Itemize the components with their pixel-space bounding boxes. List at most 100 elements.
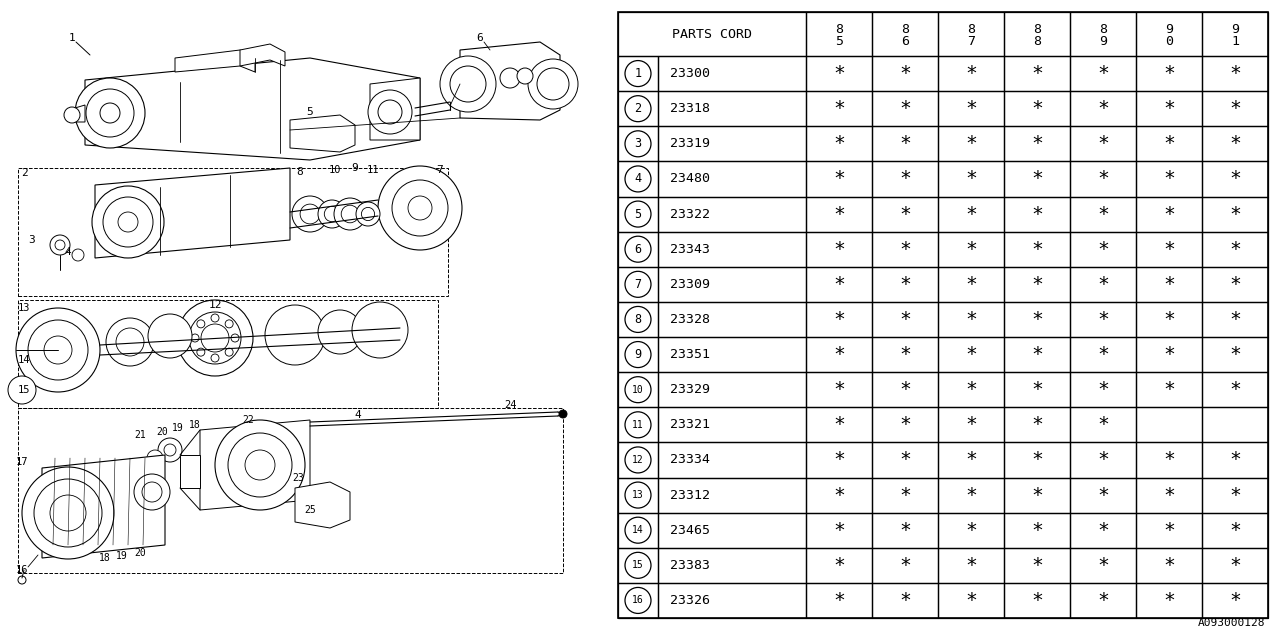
Bar bbox=[938, 267, 1004, 302]
Bar bbox=[1004, 513, 1070, 548]
Text: 7: 7 bbox=[966, 35, 975, 47]
Text: *: * bbox=[1032, 591, 1043, 610]
Bar bbox=[938, 91, 1004, 126]
Text: *: * bbox=[1164, 134, 1175, 154]
Circle shape bbox=[197, 348, 205, 356]
Circle shape bbox=[300, 204, 320, 224]
Text: 12: 12 bbox=[209, 300, 221, 310]
Bar bbox=[618, 372, 658, 407]
Circle shape bbox=[86, 89, 134, 137]
Bar bbox=[1202, 442, 1268, 477]
Bar bbox=[938, 126, 1004, 161]
Circle shape bbox=[64, 107, 81, 123]
Circle shape bbox=[118, 212, 138, 232]
Text: 1: 1 bbox=[69, 33, 76, 43]
Text: *: * bbox=[1097, 556, 1108, 575]
Bar bbox=[1004, 91, 1070, 126]
Text: *: * bbox=[899, 99, 911, 118]
Text: *: * bbox=[833, 556, 845, 575]
Text: 8: 8 bbox=[901, 22, 909, 35]
Text: *: * bbox=[1032, 310, 1043, 329]
Circle shape bbox=[324, 206, 339, 221]
Bar bbox=[1137, 583, 1202, 618]
Text: *: * bbox=[833, 99, 845, 118]
Circle shape bbox=[102, 197, 154, 247]
Bar bbox=[806, 126, 872, 161]
Text: 23329: 23329 bbox=[669, 383, 710, 396]
Text: 11: 11 bbox=[632, 420, 644, 430]
Text: 23465: 23465 bbox=[669, 524, 710, 537]
Text: 5: 5 bbox=[307, 107, 314, 117]
Circle shape bbox=[92, 186, 164, 258]
Bar bbox=[1004, 161, 1070, 196]
Bar bbox=[1137, 126, 1202, 161]
Bar bbox=[618, 232, 658, 267]
Bar bbox=[658, 407, 806, 442]
Text: *: * bbox=[1032, 99, 1043, 118]
Bar bbox=[938, 161, 1004, 196]
Text: *: * bbox=[1229, 134, 1240, 154]
Bar bbox=[806, 513, 872, 548]
Bar bbox=[1004, 232, 1070, 267]
Text: *: * bbox=[1164, 205, 1175, 223]
Bar bbox=[806, 337, 872, 372]
Bar bbox=[1202, 126, 1268, 161]
Text: 2: 2 bbox=[20, 168, 27, 178]
Text: 4: 4 bbox=[64, 247, 72, 257]
Text: *: * bbox=[833, 380, 845, 399]
Circle shape bbox=[164, 444, 177, 456]
Bar bbox=[1070, 161, 1137, 196]
Circle shape bbox=[356, 202, 380, 226]
Bar bbox=[1070, 477, 1137, 513]
Text: *: * bbox=[833, 134, 845, 154]
Bar bbox=[1004, 56, 1070, 91]
Text: *: * bbox=[1097, 275, 1108, 294]
Circle shape bbox=[317, 200, 346, 228]
Text: *: * bbox=[965, 240, 977, 259]
Circle shape bbox=[55, 240, 65, 250]
Bar bbox=[872, 302, 938, 337]
Text: *: * bbox=[833, 310, 845, 329]
Bar bbox=[938, 407, 1004, 442]
Bar bbox=[658, 161, 806, 196]
Bar bbox=[658, 232, 806, 267]
Text: *: * bbox=[1229, 205, 1240, 223]
Text: *: * bbox=[899, 556, 911, 575]
Polygon shape bbox=[291, 115, 355, 152]
Circle shape bbox=[265, 305, 325, 365]
Text: *: * bbox=[1164, 591, 1175, 610]
Text: 6: 6 bbox=[901, 35, 909, 47]
Circle shape bbox=[352, 302, 408, 358]
Text: 13: 13 bbox=[632, 490, 644, 500]
Circle shape bbox=[197, 320, 205, 328]
Bar bbox=[618, 302, 658, 337]
Bar bbox=[1070, 372, 1137, 407]
Bar bbox=[658, 477, 806, 513]
Text: 0: 0 bbox=[1165, 35, 1172, 47]
Bar bbox=[938, 232, 1004, 267]
Bar bbox=[618, 548, 658, 583]
Bar bbox=[618, 583, 658, 618]
Bar bbox=[872, 161, 938, 196]
Text: 20: 20 bbox=[134, 548, 146, 558]
Text: *: * bbox=[1229, 310, 1240, 329]
Text: 11: 11 bbox=[367, 165, 379, 175]
Bar bbox=[1070, 126, 1137, 161]
Bar bbox=[938, 548, 1004, 583]
Text: 6: 6 bbox=[635, 243, 641, 256]
Bar bbox=[1202, 56, 1268, 91]
Circle shape bbox=[189, 312, 241, 364]
Circle shape bbox=[378, 100, 402, 124]
Circle shape bbox=[317, 310, 362, 354]
Text: 16: 16 bbox=[15, 565, 28, 575]
Text: *: * bbox=[1229, 521, 1240, 540]
Text: *: * bbox=[1032, 451, 1043, 469]
Text: *: * bbox=[1164, 170, 1175, 188]
Text: *: * bbox=[1097, 345, 1108, 364]
Bar bbox=[618, 91, 658, 126]
Text: 15: 15 bbox=[632, 560, 644, 570]
Bar bbox=[1004, 337, 1070, 372]
Bar bbox=[1070, 548, 1137, 583]
Text: *: * bbox=[1032, 556, 1043, 575]
Text: 23319: 23319 bbox=[669, 138, 710, 150]
